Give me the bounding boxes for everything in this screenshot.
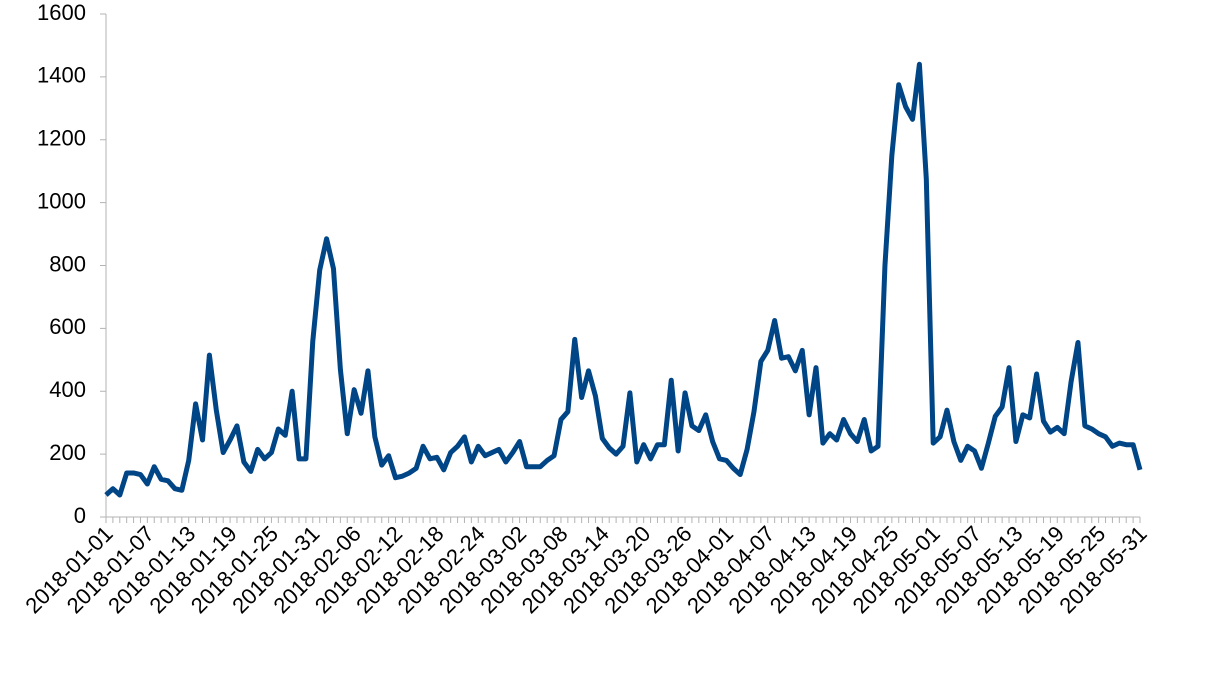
y-tick-label: 1200 <box>37 126 86 151</box>
y-tick-label: 400 <box>49 377 86 402</box>
y-tick-label: 0 <box>74 503 86 528</box>
line-series <box>104 61 1143 498</box>
y-tick-label: 600 <box>49 314 86 339</box>
y-tick-label: 1600 <box>37 0 86 25</box>
y-tick-label: 200 <box>49 440 86 465</box>
y-tick-label: 1000 <box>37 188 86 213</box>
y-tick-label: 800 <box>49 251 86 276</box>
y-tick-label: 1400 <box>37 63 86 88</box>
